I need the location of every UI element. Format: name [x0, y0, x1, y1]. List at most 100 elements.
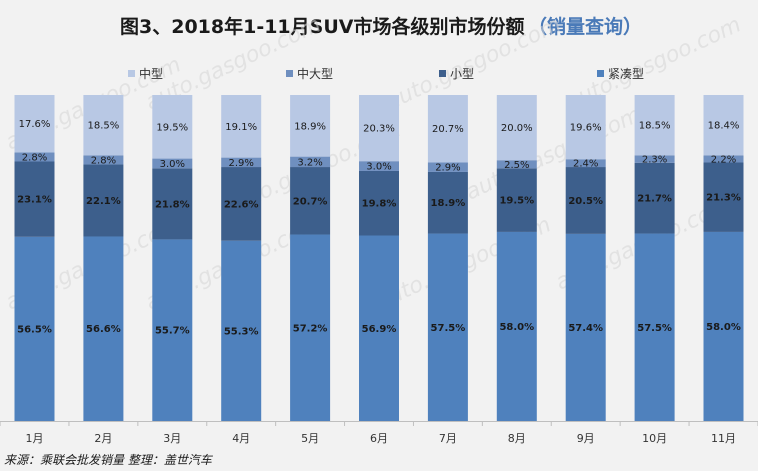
bar-segment — [634, 233, 675, 421]
bar-segment — [83, 95, 124, 156]
bar-segment — [221, 95, 262, 158]
bar-segment — [496, 168, 537, 232]
bar-segment — [565, 233, 606, 421]
bar-segment — [565, 167, 606, 234]
chart-subtitle: （销量查询） — [528, 15, 642, 38]
data-label: 20.0% — [501, 123, 533, 134]
bar-segment — [152, 168, 193, 240]
data-label: 21.8% — [155, 199, 190, 210]
data-label: 18.4% — [708, 121, 740, 132]
data-label: 57.5% — [431, 323, 466, 334]
bar-segment — [290, 167, 331, 235]
data-label: 57.4% — [568, 323, 603, 334]
data-label: 2.2% — [711, 154, 736, 165]
data-label: 2.5% — [504, 160, 529, 171]
data-label: 20.7% — [293, 196, 328, 207]
data-label: 22.1% — [86, 196, 121, 207]
bar-segment — [359, 95, 399, 162]
x-tick-label: 6月 — [370, 432, 388, 445]
data-label: 19.5% — [499, 196, 534, 207]
bar-segment — [83, 236, 124, 421]
bar-segment — [359, 161, 399, 171]
bar-segment — [221, 157, 262, 168]
bar-segment — [565, 159, 606, 168]
data-label: 20.3% — [363, 124, 395, 135]
legend: 中型 中大型 小型 紧凑型 — [128, 66, 644, 81]
data-label: 58.0% — [706, 322, 741, 333]
bar-segment — [152, 158, 193, 169]
bar-segment — [359, 170, 399, 236]
bar-segment — [565, 95, 606, 160]
x-tick-label: 1月 — [26, 432, 44, 445]
data-label: 3.0% — [366, 162, 391, 173]
legend-swatch — [597, 70, 604, 77]
bar-segment — [83, 155, 124, 165]
data-label: 18.5% — [88, 121, 120, 132]
data-label: 57.5% — [637, 323, 672, 334]
data-label: 20.5% — [568, 196, 603, 207]
source-note: 来源：乘联会批发销量 整理：盖世汽车 — [4, 453, 214, 467]
data-label: 2.8% — [22, 152, 47, 163]
bar-segment — [703, 95, 744, 156]
x-tick-label: 5月 — [301, 432, 319, 445]
bar-segment — [83, 164, 124, 237]
x-tick-label: 4月 — [232, 432, 250, 445]
chart-title: 图3、2018年1-11月SUV市场各级别市场份额 — [120, 15, 524, 38]
legend-swatch — [128, 70, 135, 77]
bar-segment — [634, 95, 675, 156]
bar-segment — [152, 239, 193, 421]
x-tick-label: 11月 — [711, 432, 736, 445]
bar-segment — [290, 156, 331, 168]
x-axis: 1月 2月 3月 4月 5月 6月 7月 8月 9月 10月 11月 — [0, 421, 758, 445]
bar-segment — [703, 162, 744, 232]
data-label: 19.1% — [225, 122, 257, 133]
x-tick-label: 7月 — [439, 432, 457, 445]
bar-segment — [359, 235, 399, 421]
data-label: 18.5% — [639, 121, 671, 132]
data-label: 2.8% — [91, 155, 116, 166]
data-label: 21.3% — [706, 193, 741, 204]
bar-segment — [290, 234, 331, 421]
data-label: 56.6% — [86, 324, 121, 335]
data-label: 2.9% — [435, 163, 460, 174]
x-tick-label: 3月 — [163, 432, 181, 445]
bar-segment — [427, 171, 468, 234]
bar-segment — [14, 95, 55, 153]
data-label: 19.8% — [362, 199, 397, 210]
x-tick-label: 2月 — [94, 432, 112, 445]
bar-segment — [496, 95, 537, 161]
data-label: 2.9% — [228, 158, 253, 169]
data-label: 19.5% — [156, 122, 188, 133]
data-label: 58.0% — [499, 322, 534, 333]
bar-segment — [427, 162, 468, 172]
bar-segment — [221, 240, 262, 421]
data-label: 56.5% — [17, 324, 52, 335]
bar-segment — [14, 161, 55, 237]
data-label: 20.7% — [432, 124, 464, 135]
legend-swatch — [439, 70, 446, 77]
plot-area: 56.5% 23.1% 2.8% 17.6% 56.6% 22.1% 2.8% 18.5% 55… — [14, 95, 744, 421]
bar-segment — [152, 95, 193, 159]
data-label: 2.3% — [642, 155, 667, 166]
bar-segment — [496, 160, 537, 169]
legend-label: 中大型 — [297, 66, 333, 81]
data-label: 3.0% — [160, 159, 185, 170]
x-tick-label: 9月 — [577, 432, 595, 445]
legend-swatch — [286, 70, 293, 77]
legend-label: 中型 — [139, 66, 163, 81]
bar-segment — [634, 155, 675, 163]
bar-segment — [496, 231, 537, 421]
bar-segment — [427, 233, 468, 421]
legend-label: 紧凑型 — [608, 67, 644, 81]
x-tick-label: 10月 — [642, 432, 667, 445]
data-label: 22.6% — [224, 199, 259, 210]
bar-segment — [427, 95, 468, 163]
bar-segment — [703, 231, 744, 421]
data-label: 21.7% — [637, 194, 672, 205]
watermark-text: auto.gasgoo.com — [462, 102, 645, 205]
bar-segment — [634, 162, 675, 234]
bar-segment — [14, 236, 55, 421]
bar-segment — [14, 152, 55, 162]
bar-segment — [290, 95, 331, 157]
bar-segment — [703, 155, 744, 163]
